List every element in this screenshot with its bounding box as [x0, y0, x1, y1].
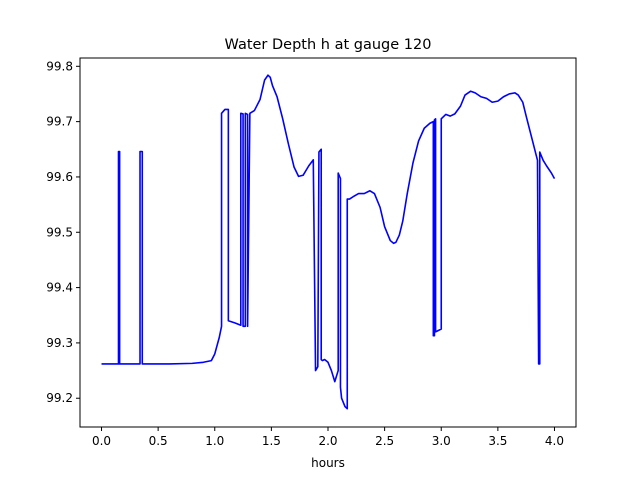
y-tick-label: 99.4 [46, 281, 73, 295]
y-axis: 99.2 99.3 99.4 99.5 99.6 99.7 99.8 [46, 59, 80, 405]
x-tick-label: 0.0 [92, 434, 111, 448]
y-tick-label: 99.6 [46, 170, 73, 184]
y-tick-label: 99.5 [46, 225, 73, 239]
chart-title: Water Depth h at gauge 120 [225, 37, 432, 53]
x-tick-label: 0.5 [149, 434, 168, 448]
x-axis-label: hours [311, 456, 345, 470]
y-tick-label: 99.8 [46, 59, 73, 73]
y-tick-label: 99.7 [46, 115, 73, 129]
series-line-0 [101, 74, 556, 410]
x-tick-label: 2.5 [375, 434, 394, 448]
x-axis: 0.0 0.5 1.0 1.5 2.0 2.5 3.0 3.5 4.0 [92, 427, 564, 448]
x-tick-label: 1.5 [262, 434, 281, 448]
y-tick-label: 99.3 [46, 336, 73, 350]
x-tick-label: 4.0 [545, 434, 564, 448]
y-tick-label: 99.2 [46, 391, 73, 405]
x-tick-label: 3.5 [488, 434, 507, 448]
x-tick-label: 2.0 [318, 434, 337, 448]
x-tick-label: 3.0 [432, 434, 451, 448]
plot-area [101, 74, 556, 410]
x-tick-label: 1.0 [205, 434, 224, 448]
